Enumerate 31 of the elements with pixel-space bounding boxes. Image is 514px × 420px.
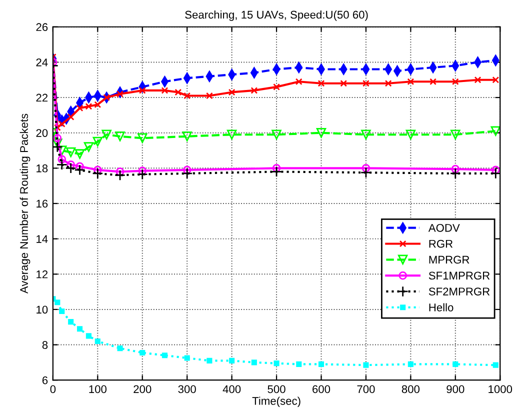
legend-label: AODV [428,224,460,232]
x-tick-label: 300 [178,385,196,394]
chart-title: Searching, 15 UAVs, Speed:U(50 60) [185,10,368,21]
y-tick-label: 22 [36,94,48,102]
legend-label: Hello [429,303,454,312]
legend-label: SF2MPRGR [428,288,490,296]
y-axis-title: Average Number of Routing Packets [20,114,30,294]
x-tick-label: 100 [89,385,106,394]
y-tick-label: 18 [36,164,48,172]
legend-label: SF1MPRGR [428,272,490,280]
y-tick-label: 26 [36,23,48,32]
y-tick-label: 20 [36,129,48,137]
x-tick-label: 600 [312,385,330,394]
x-tick-label: 0 [50,385,56,394]
y-tick-label: 10 [36,306,48,314]
x-tick-label: 400 [222,385,241,394]
x-axis-title: Time(sec) [252,396,300,408]
y-tick-label: 14 [36,235,48,243]
x-tick-label: 200 [134,385,152,394]
y-tick-label: 8 [42,341,48,349]
legend-label: MPRGR [429,256,470,264]
y-tick-label: 16 [36,200,48,208]
x-tick-label: 700 [357,385,375,394]
y-tick-label: 24 [36,58,48,66]
legend-label: RGR [429,240,453,248]
x-tick-label: 900 [446,385,464,394]
y-tick-label: 12 [36,270,48,278]
x-tick-label: 500 [268,385,286,394]
y-tick-label: 6 [42,376,48,384]
x-tick-label: 800 [402,385,420,394]
x-tick-label: 1000 [488,385,512,394]
